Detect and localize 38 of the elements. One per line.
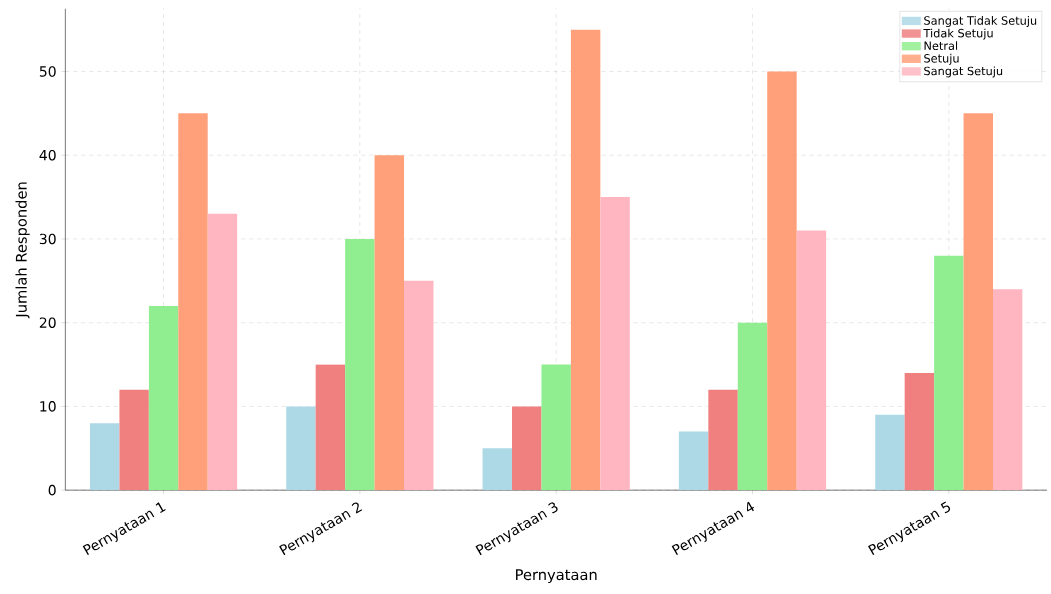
- bar: [963, 113, 994, 491]
- legend-label: Sangat Tidak Setuju: [924, 15, 1037, 27]
- bar: [374, 155, 405, 491]
- bar: [482, 448, 512, 491]
- y-tick-label: 40: [39, 149, 56, 161]
- bar: [286, 406, 316, 491]
- legend-label: Netral: [924, 41, 958, 50]
- bar: [207, 213, 238, 491]
- y-tick-label: 10: [40, 401, 56, 412]
- bar: [600, 196, 630, 491]
- bar: [737, 322, 768, 491]
- bar: [89, 423, 120, 491]
- bar: [708, 389, 738, 491]
- bar: [934, 255, 964, 491]
- bar: [570, 29, 601, 491]
- legend-label: Sangat Setuju: [924, 66, 1003, 78]
- bar: [119, 389, 149, 491]
- bar: [767, 71, 797, 491]
- bar: [512, 406, 542, 491]
- bar: [148, 305, 179, 491]
- y-axis-title: Jumlah Responden: [15, 182, 30, 319]
- y-tick-label: 50: [39, 66, 56, 77]
- y-tick-label: 30: [39, 233, 56, 245]
- x-axis-title: Pernyataan: [516, 569, 597, 583]
- bar: [541, 364, 571, 491]
- bar: [678, 431, 709, 491]
- y-tick-label: 0: [48, 484, 56, 496]
- y-tick-label: 20: [39, 317, 56, 328]
- bar: [404, 280, 434, 491]
- bar: [993, 289, 1023, 491]
- bar: [178, 113, 208, 491]
- bar: [796, 230, 827, 491]
- bar: [904, 372, 935, 491]
- bar: [315, 364, 346, 491]
- legend-label: Tidak Setuju: [923, 28, 993, 40]
- bar: [345, 238, 375, 491]
- bar: [875, 414, 905, 491]
- legend-label: Setuju: [924, 53, 959, 65]
